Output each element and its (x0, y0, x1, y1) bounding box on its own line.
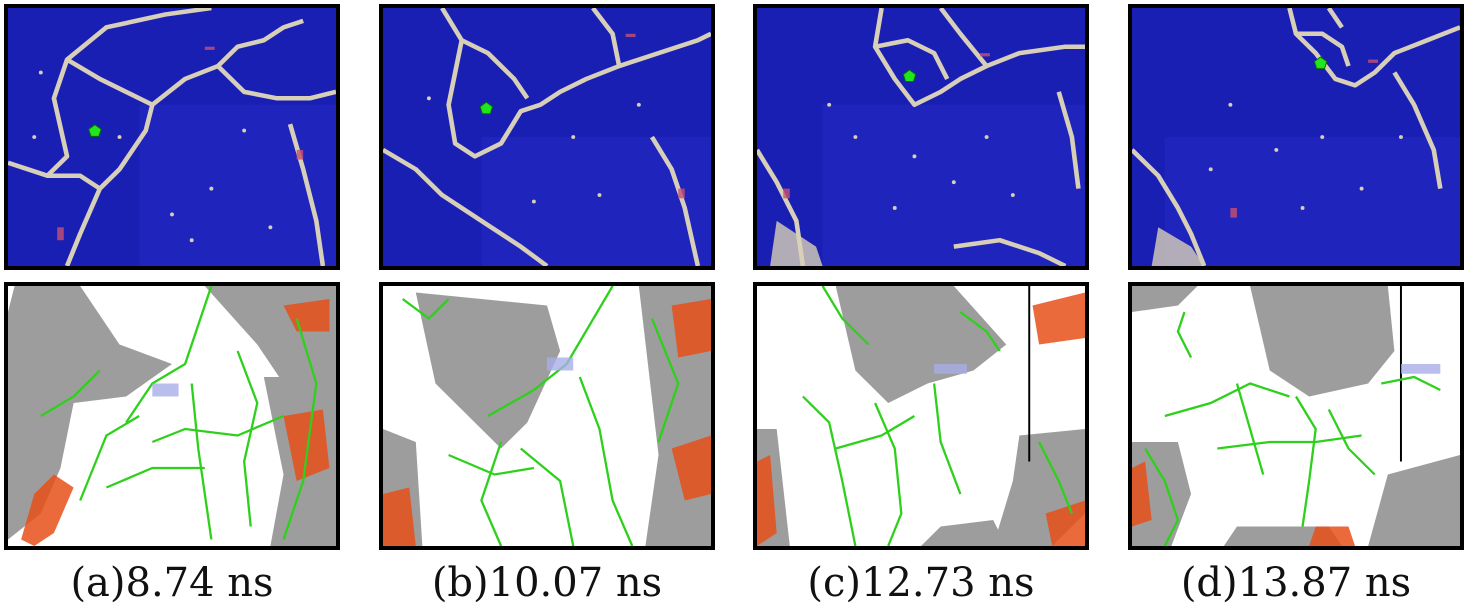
panel-caption-b: (b)10.07 ns (431, 560, 663, 606)
atomistic-snapshot-c (753, 4, 1089, 270)
panel-b: (b)10.07 ns (379, 4, 715, 606)
dislocation-snapshot-a (4, 282, 340, 550)
panel-a: (a)8.74 ns (4, 4, 340, 606)
panel-c: (c)12.73 ns (753, 4, 1089, 606)
panel-caption-c: (c)12.73 ns (807, 560, 1035, 606)
atomistic-snapshot-b (379, 4, 715, 270)
atomistic-snapshot-d (1128, 4, 1464, 270)
panel-d: (d)13.87 ns (1128, 4, 1464, 606)
dislocation-snapshot-b (379, 282, 715, 550)
panel-caption-a: (a)8.74 ns (70, 560, 274, 606)
atomistic-snapshot-a (4, 4, 340, 270)
dislocation-snapshot-c (753, 282, 1089, 550)
panel-caption-d: (d)13.87 ns (1180, 560, 1412, 606)
dislocation-snapshot-d (1128, 282, 1464, 550)
